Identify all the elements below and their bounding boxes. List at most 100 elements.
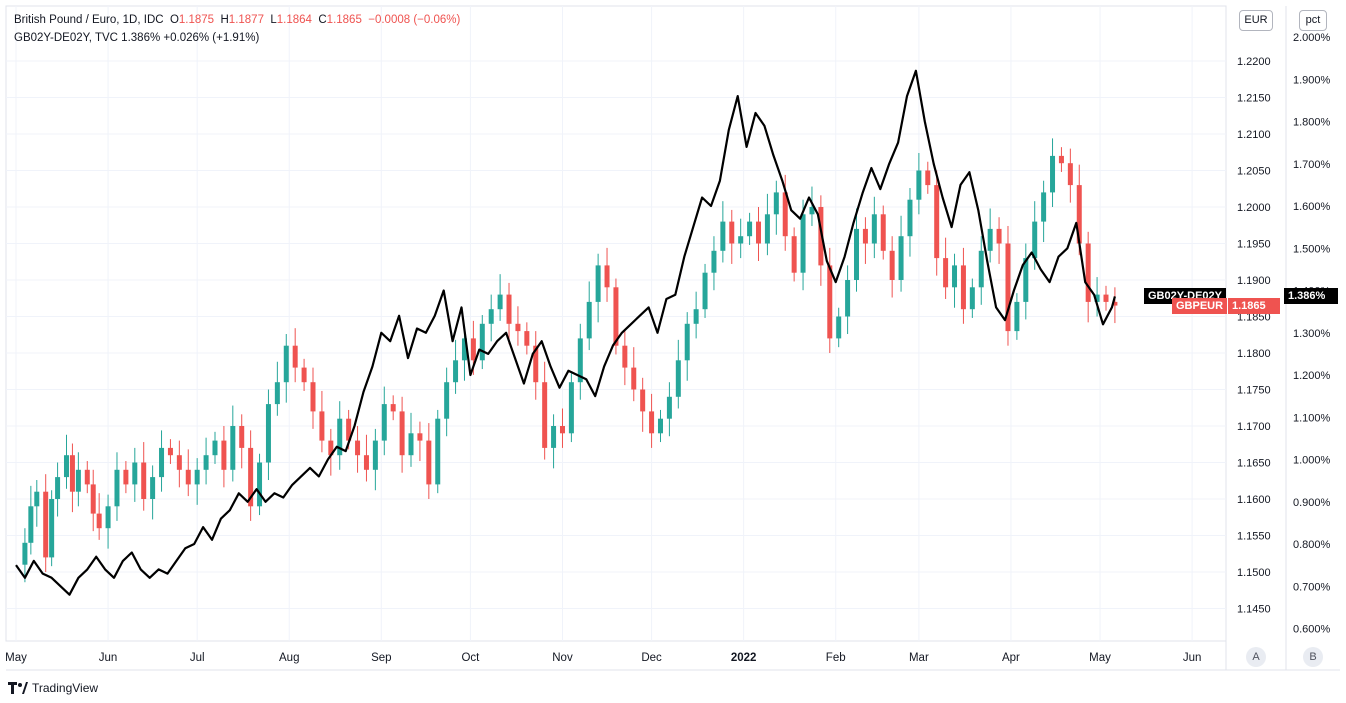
candle-body: [568, 382, 574, 434]
candle-body: [907, 199, 913, 237]
candle-body: [898, 236, 904, 280]
candle-body: [150, 477, 156, 499]
pct-tick-label: 0.900%: [1293, 497, 1331, 509]
time-tick-label: Feb: [826, 652, 846, 664]
price-axis-eur: 1.1450 1.1500 1.1550 1.1600 1.1650 1.1700 1.17…: [1237, 56, 1271, 616]
scale-b-button[interactable]: B: [1303, 647, 1323, 667]
eur-tick-label: 1.1800: [1237, 348, 1271, 360]
candle-body: [141, 462, 147, 499]
candle-body: [524, 331, 530, 346]
candle-body: [791, 236, 797, 273]
candle-body: [925, 170, 931, 186]
candle-body: [90, 484, 96, 514]
candle-body: [613, 287, 619, 346]
candle-body: [328, 440, 334, 456]
candle-body: [649, 411, 655, 434]
candle-body: [880, 214, 886, 251]
candle-body: [355, 440, 361, 456]
candle-body: [159, 447, 165, 478]
candle-body: [657, 418, 663, 434]
eur-tick-label: 1.1650: [1237, 458, 1271, 470]
candle-body: [22, 542, 28, 565]
eur-tick-label: 1.1700: [1237, 421, 1271, 433]
candle-body: [1112, 301, 1118, 306]
candle-body: [167, 447, 173, 456]
candle-body: [720, 221, 726, 251]
candle-body: [595, 265, 601, 302]
time-tick-label: Nov: [552, 652, 573, 664]
pct-tick-label: 1.100%: [1293, 412, 1331, 424]
candle-body: [978, 250, 984, 288]
grid-lines: [5, 5, 1340, 671]
candle-body: [265, 404, 271, 463]
candle-body: [185, 469, 191, 485]
candle-body: [756, 221, 761, 244]
pct-unit-label[interactable]: pct: [1299, 10, 1327, 31]
candle-body: [1094, 294, 1100, 302]
candle-body: [1050, 155, 1056, 193]
eur-tick-label: 1.1950: [1237, 239, 1271, 251]
candle-body: [684, 323, 690, 361]
logo-text: TradingView: [32, 681, 99, 695]
auto-scale-button[interactable]: A: [1246, 647, 1266, 667]
time-tick-label: May: [5, 652, 27, 664]
pct-tick-label: 1.300%: [1293, 328, 1331, 340]
candle-body: [987, 228, 993, 251]
candle-body: [363, 455, 369, 470]
candle-body: [533, 345, 539, 383]
candle-body: [337, 418, 343, 456]
candle-body: [773, 192, 779, 215]
gbpeur-candles: [22, 138, 1118, 583]
candle-body: [75, 469, 81, 492]
candle-body: [1067, 163, 1073, 186]
candle-body: [435, 418, 441, 485]
candle-body: [274, 382, 280, 405]
eur-tick-label: 1.1600: [1237, 494, 1271, 506]
eur-tick-label: 1.1500: [1237, 567, 1271, 579]
candle-body: [1041, 192, 1047, 222]
candle-body: [28, 506, 34, 543]
close-label: C: [318, 14, 327, 26]
pair-value-tag: 1.1865: [1228, 298, 1280, 314]
time-tick-label: Jun: [1183, 652, 1202, 664]
candle-body: [631, 367, 637, 390]
candle-body: [444, 382, 450, 419]
candle-body: [43, 491, 49, 558]
candle-body: [34, 491, 40, 507]
candle-body: [283, 345, 289, 383]
candle-body: [729, 221, 735, 244]
candle-body: [604, 265, 610, 288]
candle-body: [248, 447, 254, 507]
candle-body: [943, 258, 949, 288]
candle-body: [301, 367, 307, 383]
tradingview-logo[interactable]: TradingView: [8, 681, 98, 695]
candle-body: [399, 411, 405, 456]
candle-body: [426, 440, 432, 485]
candle-body: [836, 316, 842, 339]
candle-body: [916, 170, 922, 200]
time-axis: May Jun Jul Aug Sep Oct Nov Dec 2022 Feb Mar Apr May…: [5, 652, 1201, 664]
candle-body: [586, 301, 592, 339]
candle-body: [996, 228, 1002, 244]
compare-series-legend: GB02Y-DE02Y, TVC 1.386% +0.026% (+1.91%): [14, 32, 260, 44]
eur-unit-label[interactable]: EUR: [1239, 10, 1273, 31]
candle-body: [372, 440, 378, 470]
candle-body: [319, 411, 325, 441]
open-label: O: [169, 14, 179, 26]
candle-body: [453, 360, 459, 383]
candle-body: [176, 455, 182, 470]
candle-body: [221, 440, 227, 470]
pct-tick-label: 1.000%: [1293, 455, 1331, 467]
candle-body: [818, 207, 824, 266]
pct-tick-label: 0.700%: [1293, 581, 1331, 593]
candle-body: [479, 323, 485, 361]
eur-tick-label: 1.2050: [1237, 166, 1271, 178]
low-label: L: [270, 14, 277, 26]
candle-body: [764, 214, 770, 244]
eur-tick-label: 1.1850: [1237, 312, 1271, 324]
close-value: 1.1865: [326, 14, 362, 26]
candle-body: [934, 185, 940, 259]
candle-body: [960, 265, 966, 310]
candle-body: [640, 389, 646, 412]
